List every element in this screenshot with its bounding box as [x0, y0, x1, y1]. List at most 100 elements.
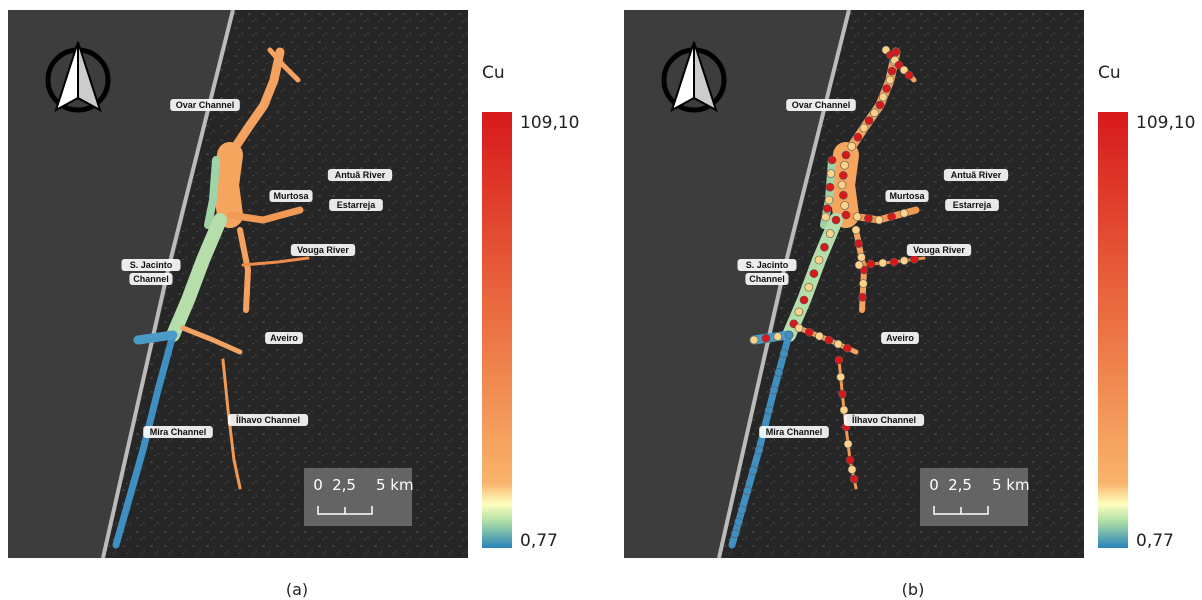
sample-point [755, 446, 763, 454]
place-label: Channel [749, 274, 785, 284]
scale-bar-label: 5 km [992, 476, 1030, 494]
place-label: Aveiro [270, 333, 298, 343]
sample-point [888, 67, 896, 75]
lagoon-channel [138, 335, 173, 340]
scale-bar-label: 0 [929, 476, 939, 494]
sample-point [854, 133, 862, 141]
sample-point [837, 373, 845, 381]
color-bar [1098, 112, 1128, 548]
place-label: S. Jacinto [746, 260, 789, 270]
sample-point [828, 156, 836, 164]
sample-point [834, 340, 842, 348]
sample-point [910, 255, 918, 263]
sample-point [749, 466, 757, 474]
lagoon-channel [226, 155, 230, 215]
sample-point [883, 85, 891, 93]
sample-point [775, 368, 783, 376]
place-label: Aveiro [886, 333, 914, 343]
place-label: Ovar Channel [792, 100, 851, 110]
sample-point [823, 205, 831, 213]
legend-max: 109,10 [1136, 113, 1195, 133]
place-label: Murtosa [889, 191, 925, 201]
place-label: Estarreja [337, 200, 377, 210]
legend-min: 0,77 [1136, 531, 1174, 551]
sample-point [844, 440, 852, 448]
sample-point [832, 216, 840, 224]
sample-point [840, 406, 848, 414]
sample-point [857, 253, 865, 261]
scale-bar-label: 2,5 [332, 476, 356, 494]
sample-point [846, 456, 854, 464]
sample-point [731, 530, 739, 538]
sample-point [905, 71, 913, 79]
sample-point [859, 280, 867, 288]
legend-min: 0,77 [520, 531, 558, 551]
sample-point [853, 213, 861, 221]
place-label: Antuã River [335, 170, 386, 180]
sample-point [770, 386, 778, 394]
scale-bar-label: 5 km [376, 476, 414, 494]
sample-point [841, 161, 849, 169]
place-label: Estarreja [953, 200, 993, 210]
sample-point [738, 506, 746, 514]
legend-max: 109,10 [520, 113, 579, 133]
sample-point [850, 475, 858, 483]
sample-point [743, 487, 751, 495]
figure: Ovar Channel Antuã River Murtosa Estarreja V… [0, 0, 1202, 600]
sample-point [859, 293, 867, 301]
panel-caption: (a) [286, 580, 308, 599]
place-label: Ílhavo Channel [236, 415, 300, 425]
sample-point [875, 216, 883, 224]
sample-point [735, 518, 743, 526]
sample-point [795, 324, 803, 332]
sample-point [805, 328, 813, 336]
sample-point [876, 101, 884, 109]
sample-point [825, 196, 833, 204]
legend-title: Cu [482, 63, 505, 83]
place-label: Ovar Channel [176, 100, 235, 110]
sample-point [827, 170, 835, 178]
color-bar [482, 112, 512, 548]
sample-point [800, 296, 808, 304]
sample-point [839, 171, 847, 179]
place-label: Mira Channel [766, 427, 823, 437]
sample-point [815, 256, 823, 264]
sample-point [855, 261, 863, 269]
sample-point [860, 124, 868, 132]
sample-point [842, 151, 850, 159]
legend-title: Cu [1098, 63, 1121, 83]
sample-point [848, 466, 856, 474]
sample-point [750, 336, 758, 344]
sample-point [879, 259, 887, 267]
sample-point [879, 93, 887, 101]
sample-point [842, 211, 850, 219]
lagoon-channel [754, 335, 789, 340]
sample-point [843, 344, 851, 352]
sample-point [864, 214, 872, 222]
sample-point [785, 331, 793, 339]
place-label: S. Jacinto [130, 260, 173, 270]
map-panel: Ovar Channel Antuã River Murtosa Estarreja V… [624, 10, 1084, 558]
place-label: Vouga River [913, 245, 965, 255]
sample-point [774, 333, 782, 341]
sample-point [822, 213, 830, 221]
sample-point [810, 270, 818, 278]
sample-point [826, 230, 834, 238]
sample-point [900, 257, 908, 265]
scale-bar-label: 2,5 [948, 476, 972, 494]
sample-point [867, 260, 875, 268]
sample-point [795, 308, 803, 316]
scale-bar-label: 0 [313, 476, 323, 494]
place-label: Antuã River [951, 170, 1002, 180]
sample-point [838, 390, 846, 398]
panel-caption: (b) [902, 580, 925, 599]
sample-point [855, 240, 863, 248]
sample-point [886, 76, 894, 84]
sample-point [825, 336, 833, 344]
sample-point [805, 283, 813, 291]
sample-point [826, 183, 834, 191]
sample-point [815, 332, 823, 340]
sample-point [890, 258, 898, 266]
sample-point [848, 142, 856, 150]
